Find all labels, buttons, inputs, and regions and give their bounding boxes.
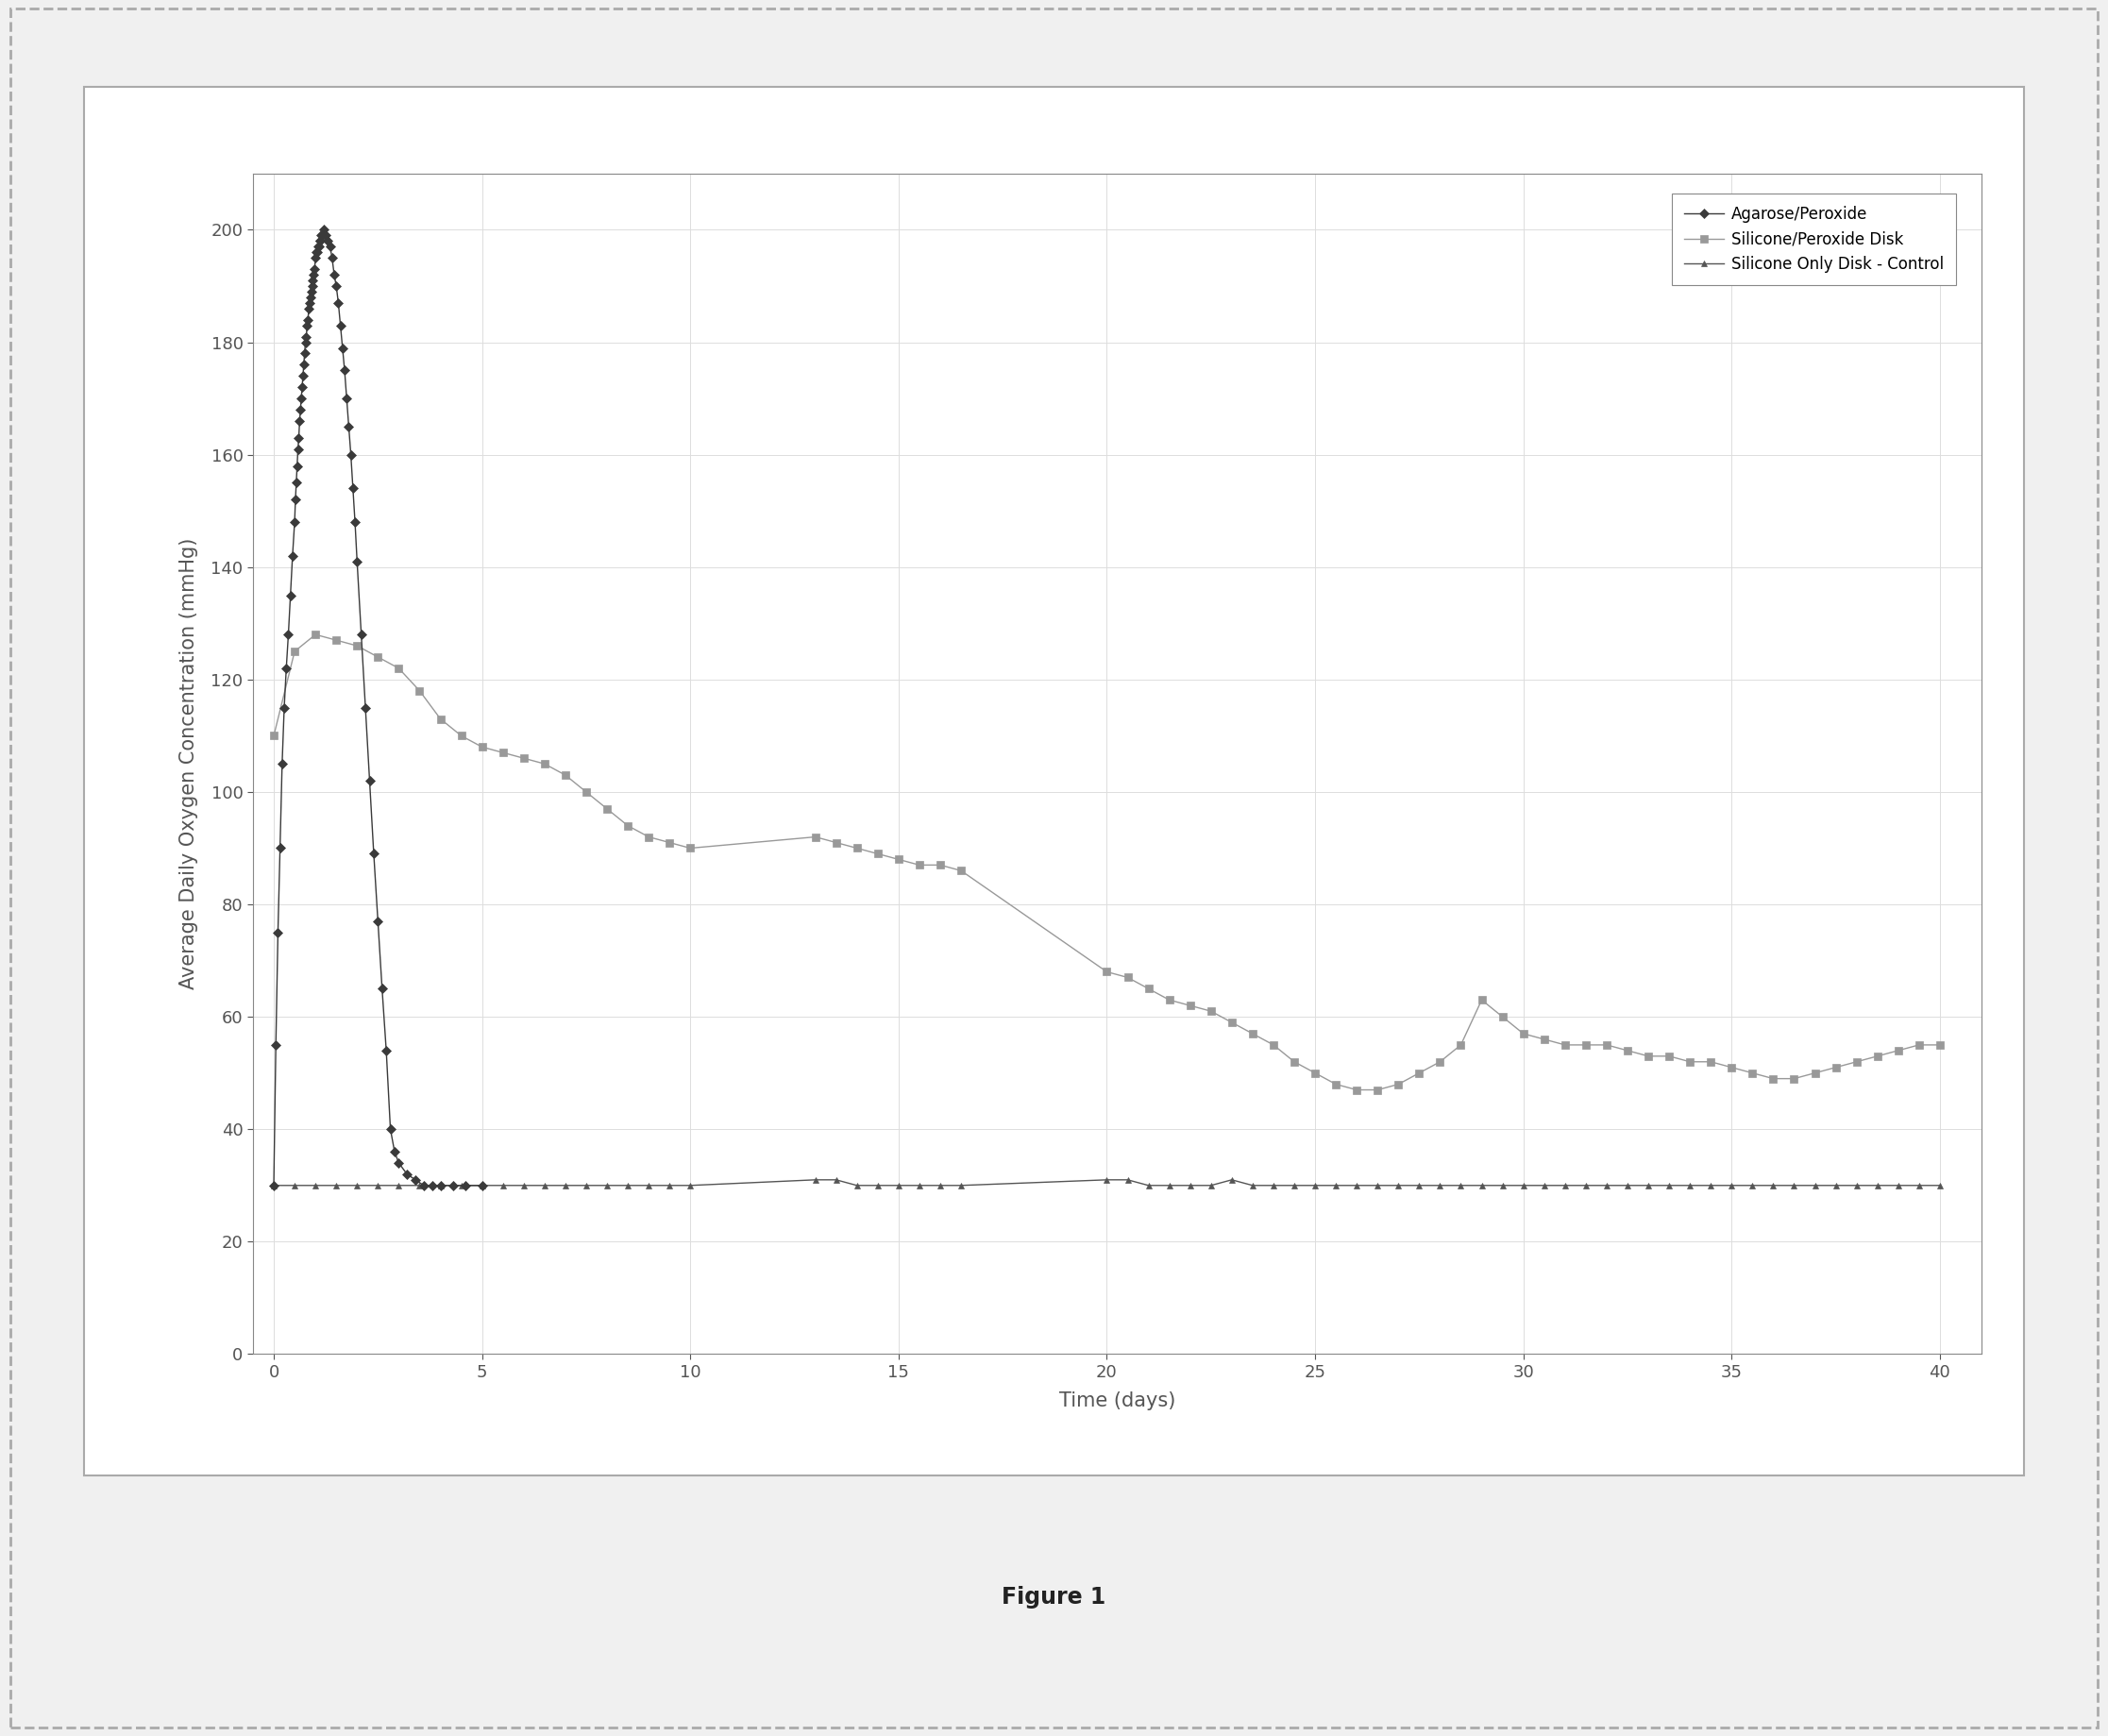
Silicone Only Disk - Control	[261, 1175, 287, 1196]
Silicone/Peroxide Disk	[1927, 1035, 1952, 1055]
Agarose/Peroxide	[318, 236, 344, 257]
Silicone/Peroxide Disk	[304, 625, 329, 646]
Silicone/Peroxide Disk	[1345, 1080, 1370, 1101]
Silicone Only Disk - Control	[449, 1175, 474, 1196]
Silicone/Peroxide Disk	[824, 832, 850, 852]
Agarose/Peroxide	[320, 248, 346, 269]
Silicone Only Disk - Control	[1739, 1175, 1764, 1196]
Agarose/Peroxide	[261, 1175, 287, 1196]
Silicone Only Disk - Control	[1303, 1175, 1328, 1196]
Silicone/Peroxide Disk	[1115, 967, 1140, 988]
Silicone/Peroxide Disk	[470, 736, 495, 757]
Y-axis label: Average Daily Oxygen Concentration (mmHg): Average Daily Oxygen Concentration (mmHg…	[179, 538, 198, 990]
Silicone Only Disk - Control	[824, 1170, 850, 1191]
Line: Silicone Only Disk - Control: Silicone Only Disk - Control	[270, 1177, 1944, 1189]
Agarose/Peroxide	[304, 248, 329, 269]
Agarose/Peroxide	[312, 219, 337, 240]
Line: Silicone/Peroxide Disk: Silicone/Peroxide Disk	[270, 630, 1944, 1094]
Text: Figure 1: Figure 1	[1001, 1585, 1107, 1609]
Silicone/Peroxide Disk	[616, 816, 641, 837]
Silicone/Peroxide Disk	[261, 726, 287, 746]
Silicone Only Disk - Control	[1718, 1175, 1743, 1196]
Agarose/Peroxide	[327, 292, 352, 312]
Silicone Only Disk - Control	[1927, 1175, 1952, 1196]
Silicone Only Disk - Control	[803, 1170, 828, 1191]
Silicone/Peroxide Disk	[1303, 1062, 1328, 1083]
Bar	[84, 87, 2024, 1476]
Agarose/Peroxide	[386, 1153, 411, 1174]
Agarose/Peroxide	[470, 1175, 495, 1196]
Silicone Only Disk - Control	[594, 1175, 620, 1196]
Silicone/Peroxide Disk	[1760, 1068, 1785, 1088]
Agarose/Peroxide	[331, 359, 356, 380]
Line: Agarose/Peroxide: Agarose/Peroxide	[270, 226, 485, 1189]
Legend: Agarose/Peroxide, Silicone/Peroxide Disk, Silicone Only Disk - Control: Agarose/Peroxide, Silicone/Peroxide Disk…	[1672, 193, 1956, 285]
X-axis label: Time (days): Time (days)	[1058, 1391, 1176, 1410]
